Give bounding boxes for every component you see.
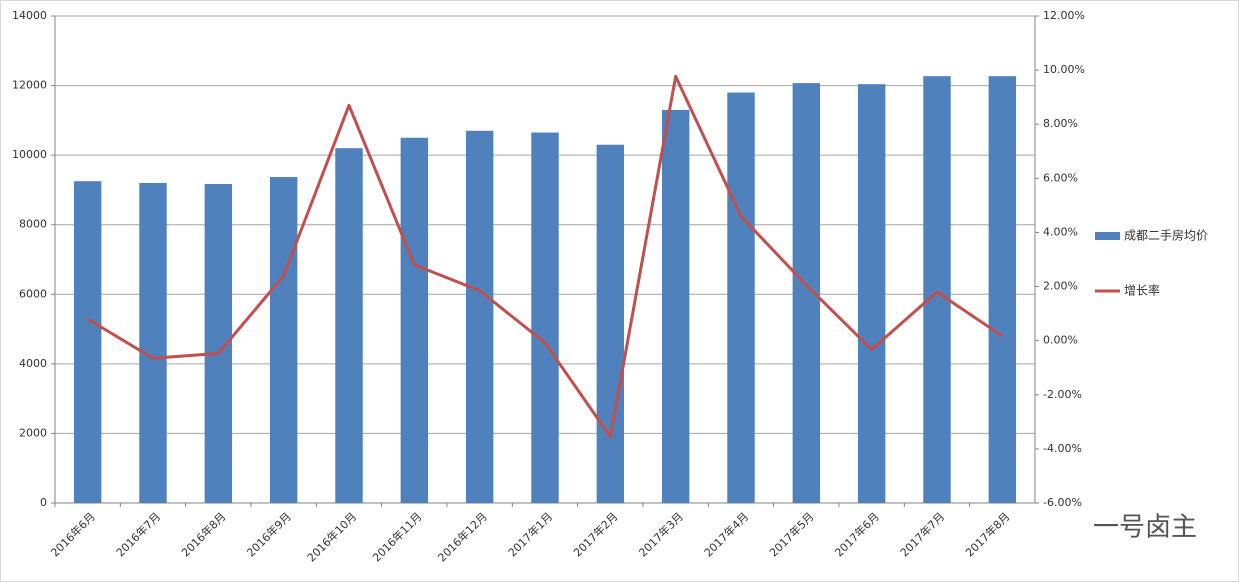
y2-tick-label: 0.00%: [1043, 334, 1078, 347]
line: [86, 74, 1004, 439]
bar: [400, 137, 429, 503]
y-tick-label: 10000: [12, 148, 47, 161]
watermark: 一号卤主: [1093, 513, 1197, 543]
y-tick-label: 6000: [19, 287, 47, 300]
bar: [335, 148, 363, 503]
bar: [857, 84, 886, 504]
y2-tick-label: -6.00%: [1043, 496, 1082, 509]
y-tick-label: 0: [40, 496, 47, 509]
legend-label: 增长率: [1124, 283, 1160, 298]
y2-tick-label: 12.00%: [1043, 9, 1085, 22]
y-tick-label: 12000: [12, 79, 47, 92]
bar: [269, 177, 298, 503]
bar: [531, 132, 559, 503]
legend-label: 成都二手房均价: [1124, 228, 1208, 243]
y-tick-label: 14000: [12, 9, 47, 22]
bar: [988, 76, 1017, 503]
y2-tick-label: 6.00%: [1043, 171, 1078, 184]
y2-tick-label: -2.00%: [1043, 388, 1082, 401]
legend-swatch: [1095, 232, 1120, 240]
y2-tick-label: -4.00%: [1043, 442, 1082, 455]
y2-tick-label: 4.00%: [1043, 225, 1078, 238]
y2-tick-label: 2.00%: [1043, 280, 1078, 293]
bar: [923, 76, 951, 503]
bar: [727, 92, 755, 504]
y-tick-label: 4000: [19, 357, 47, 370]
bar: [139, 182, 167, 503]
bar: [661, 109, 690, 504]
bar: [73, 181, 102, 503]
y-tick-label: 8000: [19, 218, 47, 231]
y-tick-label: 2000: [19, 426, 47, 439]
bar: [596, 144, 625, 503]
y2-tick-label: 8.00%: [1043, 117, 1078, 130]
y2-tick-label: 10.00%: [1043, 63, 1085, 76]
bar: [465, 130, 494, 504]
